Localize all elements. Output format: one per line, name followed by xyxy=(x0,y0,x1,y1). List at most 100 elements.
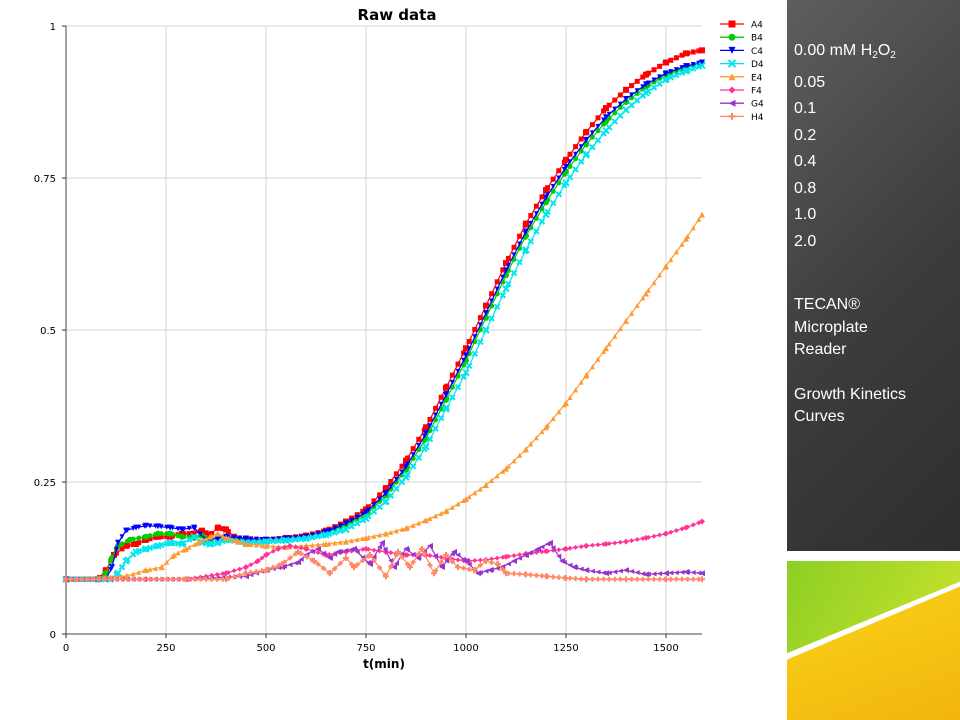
series-marker xyxy=(522,447,528,453)
series-marker xyxy=(668,69,674,75)
series-marker xyxy=(505,570,511,576)
y-tick-label: 0.5 xyxy=(40,326,56,337)
chart-title: Raw data xyxy=(358,6,437,24)
series-marker xyxy=(668,576,674,582)
series-marker xyxy=(321,541,327,547)
series-marker xyxy=(679,52,685,58)
series-marker xyxy=(242,541,248,547)
series-marker xyxy=(511,571,517,577)
series-marker xyxy=(539,206,545,212)
series-marker xyxy=(309,534,316,541)
series-marker xyxy=(472,334,478,340)
series-marker xyxy=(382,491,388,497)
series-marker xyxy=(80,576,86,582)
series-marker xyxy=(521,248,529,255)
series-marker xyxy=(130,576,136,582)
series-marker xyxy=(354,514,360,520)
series-marker xyxy=(192,525,198,531)
series-marker xyxy=(365,560,371,566)
series-marker xyxy=(539,544,545,550)
series-marker xyxy=(611,118,619,125)
series-marker xyxy=(522,552,528,558)
series-marker xyxy=(433,553,439,559)
series-marker xyxy=(662,60,668,66)
series-marker xyxy=(483,558,489,564)
series-marker xyxy=(370,508,378,515)
series-layer xyxy=(62,47,706,583)
series-marker xyxy=(494,473,500,479)
series-marker xyxy=(130,536,136,542)
series-marker xyxy=(640,84,646,90)
series-marker xyxy=(455,361,461,367)
data-point xyxy=(503,267,509,274)
series-marker xyxy=(673,528,679,534)
series-marker xyxy=(259,555,265,561)
series-marker xyxy=(578,544,584,550)
series-marker xyxy=(561,182,568,189)
series-marker xyxy=(197,539,203,545)
series-marker xyxy=(393,528,399,534)
series-marker xyxy=(371,554,377,560)
y-tick-label: 0.25 xyxy=(34,478,56,489)
series-marker xyxy=(690,576,696,582)
series-marker xyxy=(377,544,383,550)
series-marker xyxy=(237,539,243,545)
series-marker xyxy=(505,255,511,261)
series-marker xyxy=(645,576,651,582)
series-marker xyxy=(147,536,153,542)
series-marker xyxy=(337,539,343,545)
series-marker xyxy=(455,557,461,563)
legend-marker xyxy=(728,112,736,120)
series-marker xyxy=(404,471,411,478)
series-marker xyxy=(522,230,528,236)
series-marker xyxy=(528,572,534,578)
series-marker xyxy=(455,368,461,374)
series-marker xyxy=(556,409,562,415)
series-marker xyxy=(623,576,629,582)
series-marker xyxy=(164,531,170,537)
series-marker xyxy=(175,576,181,582)
series-marker xyxy=(567,151,573,157)
data-point xyxy=(395,548,401,555)
series-marker xyxy=(494,565,500,571)
series-marker xyxy=(601,117,607,123)
series-marker xyxy=(673,55,679,61)
series-marker xyxy=(360,508,366,514)
series-marker xyxy=(685,50,691,56)
notes-line: Curves xyxy=(794,408,845,425)
data-point xyxy=(502,284,510,293)
series-marker xyxy=(505,263,511,269)
series-marker xyxy=(360,554,366,560)
x-tick-label: 500 xyxy=(256,643,275,654)
series-marker xyxy=(438,554,444,560)
series-marker xyxy=(343,547,349,553)
series-marker xyxy=(578,566,584,572)
series-marker xyxy=(298,534,304,540)
series-marker xyxy=(460,373,467,381)
series-marker xyxy=(594,137,602,144)
series-marker xyxy=(259,537,265,543)
series-marker xyxy=(421,445,428,453)
series-marker xyxy=(253,538,260,546)
series-marker xyxy=(690,522,696,528)
series-marker xyxy=(130,571,136,577)
series-marker xyxy=(119,541,125,547)
series-marker xyxy=(421,518,427,524)
series-marker xyxy=(578,144,584,150)
series-marker xyxy=(326,570,332,576)
series-marker xyxy=(589,134,595,140)
series-marker xyxy=(175,550,181,556)
legend-label: C4 xyxy=(751,47,763,57)
series-marker xyxy=(225,576,231,582)
series-marker xyxy=(158,524,164,530)
series-marker xyxy=(662,570,668,576)
series-marker xyxy=(673,249,679,255)
series-marker xyxy=(147,523,153,529)
series-marker xyxy=(410,452,416,458)
series-marker xyxy=(371,502,377,508)
series-marker xyxy=(220,526,226,532)
series-marker xyxy=(147,576,153,582)
series-marker xyxy=(483,303,489,309)
series-marker xyxy=(287,543,293,549)
legend-label: G4 xyxy=(751,100,764,110)
